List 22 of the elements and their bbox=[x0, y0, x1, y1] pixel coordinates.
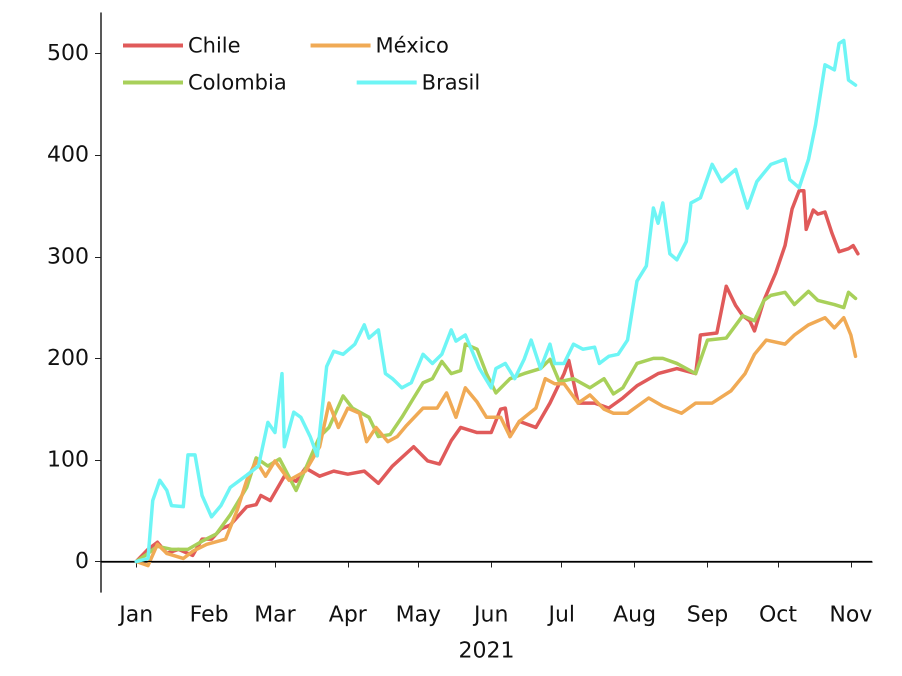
y-tick-label: 400 bbox=[47, 142, 89, 168]
y-tick-label: 200 bbox=[47, 346, 89, 371]
legend-label: Colombia bbox=[188, 70, 287, 94]
y-tick-label: 0 bbox=[75, 549, 89, 574]
legend-label: México bbox=[376, 34, 449, 58]
x-tick-label: Nov bbox=[829, 602, 872, 628]
y-tick-label: 100 bbox=[47, 447, 89, 472]
x-tick-label: Jul bbox=[546, 602, 575, 628]
y-tick-label: 500 bbox=[47, 41, 89, 66]
x-tick-label: Oct bbox=[758, 602, 798, 628]
legend-label: Brasil bbox=[422, 70, 480, 94]
x-tick-label: Jun bbox=[472, 602, 508, 628]
x-tick-label: Feb bbox=[190, 602, 229, 628]
x-tick-label: Sep bbox=[686, 602, 728, 628]
x-tick-label: Mar bbox=[254, 602, 297, 628]
x-tick-label: Apr bbox=[328, 602, 368, 628]
x-tick-label: May bbox=[396, 602, 442, 628]
legend-label: Chile bbox=[188, 34, 241, 58]
y-tick-label: 300 bbox=[47, 244, 89, 270]
x-tick-label: Jan bbox=[117, 602, 154, 628]
x-axis-title: 2021 bbox=[458, 638, 514, 664]
x-tick-label: Aug bbox=[613, 602, 656, 628]
